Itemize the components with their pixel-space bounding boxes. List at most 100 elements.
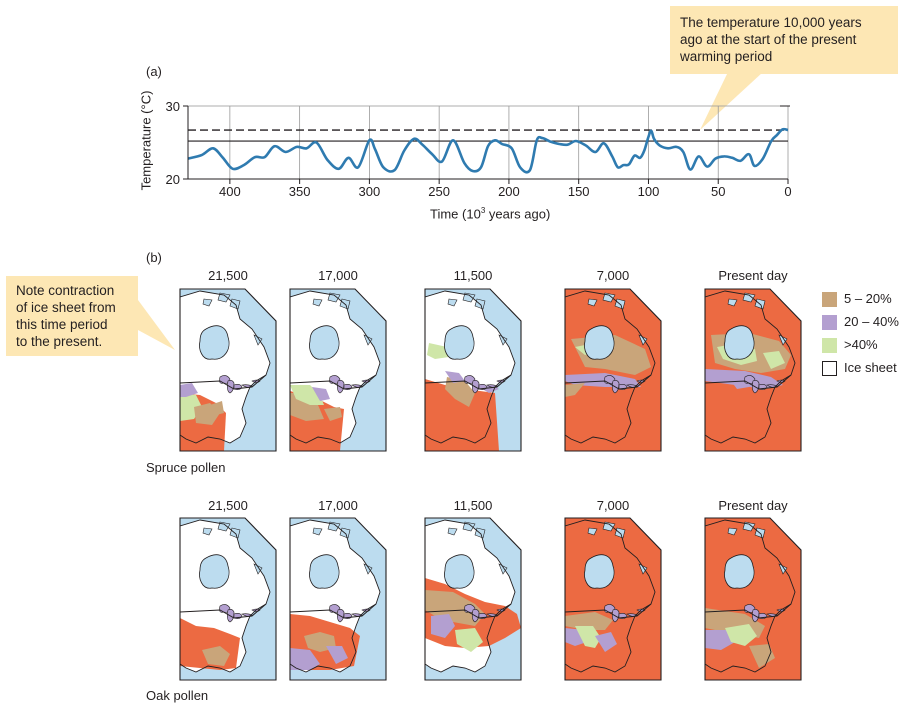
map-hudson-bay (199, 554, 230, 589)
pollen-map (424, 288, 522, 452)
map-great-lake (486, 613, 498, 617)
map-hudson-bay (444, 325, 475, 360)
map-water-channel (202, 298, 213, 307)
map-border-line (425, 374, 512, 390)
map-column-title: 7,000 (596, 498, 630, 513)
map-water-channel (253, 563, 263, 575)
pollen-map (424, 517, 522, 681)
map-great-lake (626, 384, 638, 388)
map-great-lake (766, 613, 778, 617)
map-water-channel (327, 292, 341, 303)
map-border-line (565, 603, 652, 619)
map-column-title: 11,500 (453, 498, 493, 513)
map-water-channel (312, 527, 323, 536)
pollen-region (312, 387, 330, 401)
pollen-region (445, 377, 475, 407)
map-great-lake (766, 384, 778, 388)
pollen-map (704, 288, 802, 452)
map-water-channel (327, 521, 341, 532)
legend-swatch (822, 292, 837, 307)
y-axis-title: Temperature (°C) (138, 90, 154, 191)
temperature-series-line (187, 127, 789, 174)
pollen-map (289, 288, 387, 452)
y-tick-label: 30 (166, 99, 180, 114)
callout-line: of ice sheet from (16, 300, 116, 315)
map-hudson-bay (724, 554, 755, 589)
map-border-line (705, 603, 792, 619)
map-water-channel (217, 521, 231, 532)
x-tick-label: 150 (568, 184, 590, 199)
map-water-channel (602, 292, 616, 303)
pollen-map (564, 288, 662, 452)
row-label-oak: Oak pollen (146, 688, 209, 703)
map-border-line (180, 374, 267, 390)
pollen-map (289, 517, 387, 681)
map-coastline (290, 290, 381, 444)
callout-line: to the present. (16, 334, 103, 349)
temperature-callout: The temperature 10,000 years ago at the … (670, 6, 898, 74)
map-water-channel (462, 521, 476, 532)
left-callout-pointer (138, 300, 175, 350)
legend-label: Ice sheet (844, 360, 897, 375)
callout-line: Note contraction (16, 283, 115, 298)
map-hudson-bay (309, 554, 340, 589)
map-water-channel (602, 521, 616, 532)
pollen-region (749, 644, 775, 668)
map-water-channel (778, 563, 788, 575)
pollen-region (763, 351, 785, 369)
legend-swatch (822, 338, 837, 353)
pollen-region (445, 371, 465, 383)
map-water-channel (742, 521, 756, 532)
pollen-map (564, 517, 662, 681)
map-coastline (705, 290, 796, 444)
x-axis-ticks: 400 350 300 250 200 150 100 50 0 (219, 179, 792, 199)
map-coastline (180, 290, 271, 444)
y-tick-label: 20 (166, 172, 180, 187)
map-column-title: 11,500 (453, 268, 493, 283)
map-hudson-bay (724, 325, 755, 360)
map-water-channel (447, 527, 458, 536)
x-axis-title-main: Time (10 (430, 206, 481, 222)
pollen-region (290, 385, 324, 405)
map-great-lake (486, 384, 498, 388)
x-tick-label: 400 (219, 184, 241, 199)
map-water-channel (498, 563, 508, 575)
map-frame (289, 517, 387, 681)
map-coastline (705, 519, 796, 673)
map-border-line (290, 374, 377, 390)
map-water-channel (638, 563, 648, 575)
map-border-line (705, 374, 792, 390)
map-water-channel (587, 298, 598, 307)
pollen-map (179, 517, 277, 681)
pollen-map (704, 517, 802, 681)
map-column-title: 21,500 (208, 268, 248, 283)
x-axis-title: Time (103 years ago) (430, 206, 550, 221)
x-tick-label: 50 (711, 184, 725, 199)
x-tick-label: 300 (359, 184, 381, 199)
callout-line: warming period (680, 49, 773, 64)
map-water-channel (253, 334, 263, 346)
map-water-channel (742, 292, 756, 303)
map-water-channel (462, 292, 476, 303)
map-column-title: 17,000 (318, 498, 358, 513)
map-frame (704, 517, 802, 681)
pollen-region (705, 518, 801, 680)
map-coastline (290, 519, 381, 673)
x-tick-label: 200 (498, 184, 520, 199)
map-column-title: 17,000 (318, 268, 358, 283)
pollen-region (431, 614, 455, 638)
pollen-region (595, 632, 617, 652)
legend-label: 20 – 40% (844, 314, 899, 329)
map-water-channel (217, 292, 231, 303)
pollen-region (725, 624, 757, 646)
pollen-region (455, 628, 483, 652)
x-axis-title-superscript: 3 (480, 206, 486, 215)
ice-sheet-callout: Note contraction of ice sheet from this … (6, 276, 138, 356)
panel-b-label: (b) (146, 250, 162, 265)
x-tick-label: 0 (784, 184, 791, 199)
pollen-region (705, 369, 783, 389)
map-great-lake (351, 384, 363, 388)
map-coastline (425, 519, 516, 673)
legend-swatch (822, 361, 837, 376)
map-frame (564, 517, 662, 681)
